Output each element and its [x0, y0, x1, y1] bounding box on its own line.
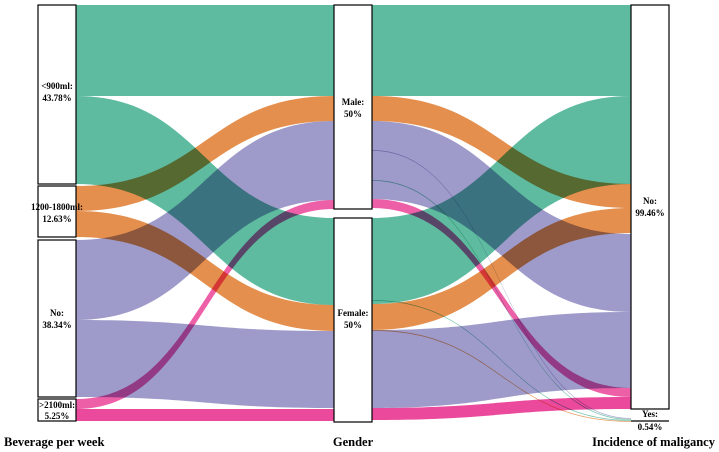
node-no-beverage: No: 38.34%: [37, 239, 77, 398]
flows-gender-to-malignancy: [372, 5, 631, 422]
node-gt2100-pct: 5.25%: [45, 411, 70, 421]
flow-female-yes-2: [372, 330, 631, 422]
flow-male-yes-1: [372, 150, 631, 419]
node-female-pct: 50%: [344, 320, 362, 330]
flow-female-gt2100-no: [372, 397, 631, 420]
axis-title-gender: Gender: [333, 435, 374, 449]
node-female: Female: 50%: [333, 217, 373, 423]
node-lt900-name: <900ml:: [41, 81, 73, 91]
node-malignancy-no-name: No:: [643, 196, 657, 206]
node-no-beverage-pct: 38.34%: [42, 320, 71, 330]
axis-title-beverage: Beverage per week: [4, 435, 104, 449]
node-male-pct: 50%: [344, 109, 362, 119]
node-gt2100-name: >2100ml:: [39, 400, 75, 410]
flows-beverage-to-gender: [76, 5, 334, 421]
flow-female-yes-1: [372, 300, 631, 421]
axis-title-malignancy: Incidence of maligancy: [592, 435, 716, 449]
node-lt900: <900ml: 43.78%: [37, 4, 77, 185]
flow-gt2100-male: [76, 200, 334, 409]
node-1200-1800-pct: 12.63%: [42, 214, 71, 224]
flow-gt2100-female: [76, 409, 334, 421]
flow-lt900-male: [76, 5, 334, 96]
node-1200-1800-name: 1200-1800ml:: [31, 202, 83, 212]
node-male: Male: 50%: [333, 4, 373, 210]
flow-male-yes-2: [372, 180, 631, 420]
node-lt900-pct: 43.78%: [42, 93, 71, 103]
flow-female-r1200-no: [372, 208, 631, 330]
node-malignancy-yes-pct: 0.54%: [638, 422, 663, 432]
node-malignancy-no: No: 99.46%: [630, 4, 670, 410]
node-female-name: Female:: [338, 308, 369, 318]
flow-male-lt900-no: [372, 5, 631, 96]
flow-no-male: [76, 121, 334, 320]
flow-female-lt900-no: [372, 96, 631, 304]
node-1200-1800: 1200-1800ml: 12.63%: [31, 185, 83, 238]
node-malignancy-yes-name: Yes:: [642, 409, 658, 419]
node-malignancy-no-pct: 99.46%: [635, 208, 664, 218]
node-male-name: Male:: [342, 97, 365, 107]
node-no-beverage-name: No:: [50, 308, 64, 318]
flow-r1200-male: [76, 96, 334, 211]
node-malignancy-yes: Yes: 0.54%: [631, 409, 669, 432]
flow-male-gt2100-no: [372, 199, 631, 397]
node-gt2100: >2100ml: 5.25%: [37, 398, 77, 422]
